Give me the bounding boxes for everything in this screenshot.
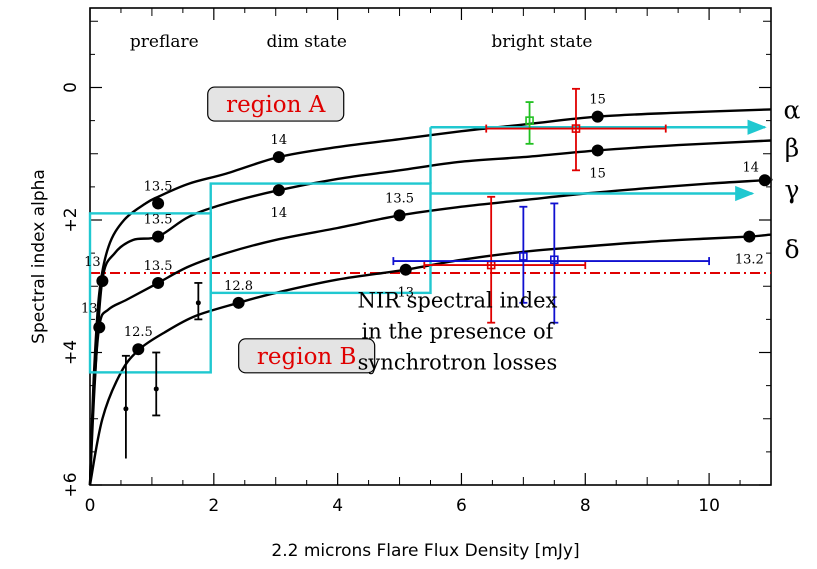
y-tick-label: 0 [61, 82, 81, 93]
curve-marker [743, 230, 756, 243]
region-box [238, 338, 376, 374]
error-point [519, 252, 528, 261]
marker-label: 13 [81, 301, 98, 316]
marker-label: 12.5 [124, 325, 153, 340]
bound-box [209, 182, 432, 295]
x-tick-label: 2 [208, 496, 219, 516]
y-axis-label: Spectral index alpha [29, 169, 49, 344]
marker-label: 13.5 [144, 179, 173, 194]
curve-marker [399, 263, 412, 276]
curve-δ [88, 233, 772, 486]
x-tick-label: 10 [698, 496, 720, 516]
x-tick-label: 4 [332, 496, 343, 516]
curve-marker [272, 184, 285, 197]
curve-marker [96, 274, 109, 287]
marker-label: 12.8 [224, 279, 253, 294]
x-tick-label: 6 [456, 496, 467, 516]
error-point [153, 386, 159, 392]
marker-label: 13 [397, 286, 414, 301]
curve-marker [393, 209, 406, 222]
curve-legend-label: δ [784, 235, 799, 264]
curve-legend-label: β [785, 133, 799, 162]
marker-label: 13.5 [144, 259, 173, 274]
error-point [123, 406, 129, 412]
marker-label: 15 [589, 93, 606, 108]
marker-label: 14 [743, 160, 760, 175]
curve-γ [88, 178, 773, 486]
region-box [207, 86, 345, 122]
curve-marker [591, 110, 604, 123]
labels-group: 0 2 4 6 8 10 0 +2 +4 +6 2.2 microns Flare Flux Den… [29, 32, 801, 561]
error-bars-group [121, 87, 710, 459]
markers-group [93, 110, 771, 356]
curve-marker [591, 144, 604, 157]
state-label: preflare [130, 32, 199, 52]
error-point [550, 255, 559, 265]
annotation-line: in the presence of [362, 319, 556, 343]
error-point [571, 124, 581, 133]
annotation-line: synchrotron losses [358, 350, 558, 374]
curve-marker [152, 230, 165, 243]
x-tick-label: 8 [580, 496, 591, 516]
state-label: dim state [266, 32, 346, 52]
error-point [525, 116, 534, 125]
marker-label: 13.5 [385, 191, 414, 206]
marker-label: 14 [271, 133, 288, 148]
curve-legend-label: α [784, 96, 801, 125]
marker-label: 13 [84, 255, 101, 270]
y-tick-label: +4 [61, 340, 81, 365]
region-label: region A [226, 92, 326, 118]
y-tick-label: +2 [61, 207, 81, 232]
curve-marker [152, 197, 165, 210]
annotation-line: NIR spectral index [357, 288, 557, 312]
curve-marker [93, 321, 106, 334]
state-label: bright state [491, 32, 592, 52]
curve-marker [232, 296, 245, 309]
marker-label: 13.2 [735, 253, 764, 268]
region-label: region B [257, 344, 357, 370]
curve-marker [272, 151, 285, 164]
error-point [195, 300, 201, 306]
marker-label: 15 [589, 166, 606, 181]
curve-marker [132, 343, 145, 356]
curve-marker [758, 174, 771, 187]
x-axis-label: 2.2 microns Flare Flux Density [mJy] [271, 541, 579, 561]
y-tick-label: +6 [61, 472, 81, 497]
marker-label: 13.5 [144, 213, 173, 228]
curve-marker [152, 276, 165, 289]
marker-label: 14 [271, 206, 288, 221]
x-tick-label: 0 [85, 496, 96, 516]
curve-legend-label: γ [785, 175, 800, 204]
